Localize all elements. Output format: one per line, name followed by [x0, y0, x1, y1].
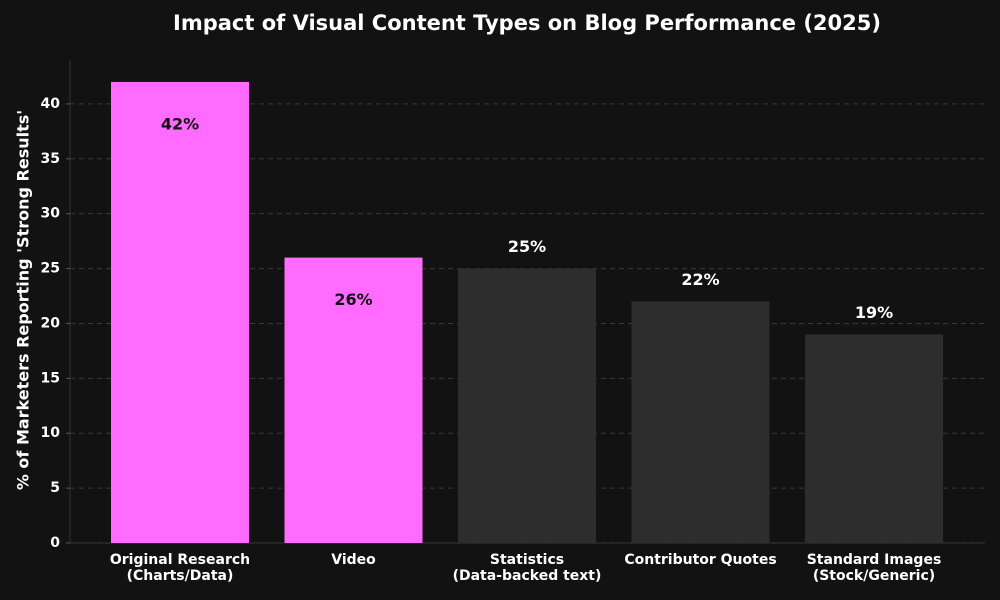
y-tick-label: 30 [41, 206, 61, 222]
y-tick-label: 20 [41, 315, 61, 331]
y-tick-label: 0 [50, 535, 60, 551]
x-tick-label: Original Research (Charts/Data) [109, 552, 251, 584]
bar [805, 334, 943, 543]
y-tick-label: 5 [50, 480, 60, 496]
x-tick-label: Contributor Quotes [624, 552, 777, 568]
y-tick-label: 15 [41, 370, 60, 386]
x-tick-label: Video [331, 552, 376, 568]
y-tick-label: 35 [41, 151, 60, 167]
value-label: 25% [508, 237, 546, 256]
chart-title: Impact of Visual Content Types on Blog P… [173, 11, 881, 35]
bar [458, 268, 596, 543]
value-label: 19% [855, 303, 893, 322]
y-tick-label: 10 [41, 425, 61, 441]
bar [284, 257, 423, 543]
y-tick-label: 40 [41, 96, 61, 112]
y-axis-label: % of Marketers Reporting 'Strong Results… [14, 110, 33, 490]
value-label: 26% [334, 290, 372, 309]
bar [111, 81, 249, 544]
x-tick-label: Standard Images (Stock/Generic) [806, 552, 942, 584]
value-label: 42% [161, 114, 199, 133]
bar [631, 301, 770, 543]
value-label: 22% [681, 270, 719, 289]
x-tick-label: Statistics (Data-backed text) [452, 552, 602, 584]
y-tick-label: 25 [41, 261, 60, 277]
